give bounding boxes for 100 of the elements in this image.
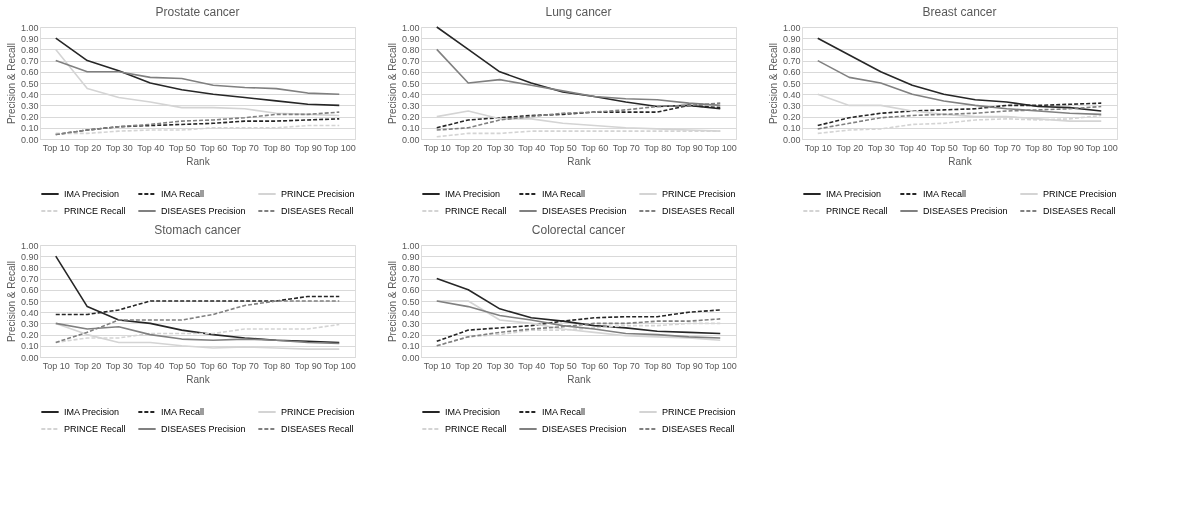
legend-label: DISEASES Precision [542, 424, 627, 434]
legend-label: PRINCE Precision [1043, 189, 1117, 199]
x-tick-label: Top 100 [1085, 142, 1118, 153]
x-tick-label: Top 70 [612, 142, 640, 153]
x-tick-label: Top 10 [804, 142, 832, 153]
chart-title: Prostate cancer [155, 5, 240, 19]
x-tick-label: Top 60 [200, 142, 228, 153]
legend-label: IMA Precision [445, 189, 501, 199]
legend-label: PRINCE Recall [64, 424, 126, 434]
y-tick-label: 1.00 [782, 22, 801, 33]
legend-label: PRINCE Precision [281, 189, 355, 199]
chart-title: Stomach cancer [154, 223, 241, 237]
y-tick-label: 0.70 [401, 274, 420, 285]
y-tick-label: 0.70 [20, 56, 39, 67]
legend-label: IMA Precision [826, 189, 882, 199]
y-tick-label: 0.30 [401, 318, 420, 329]
y-tick-label: 0.10 [20, 341, 39, 352]
y-tick-label: 0.70 [20, 274, 39, 285]
y-tick-label: 0.00 [401, 134, 420, 145]
x-tick-label: Top 90 [1056, 142, 1084, 153]
y-tick-label: 0.70 [401, 56, 420, 67]
x-tick-label: Top 30 [867, 142, 895, 153]
legend-label: IMA Recall [161, 407, 205, 417]
x-tick-label: Top 10 [42, 142, 70, 153]
y-tick-label: 0.80 [782, 44, 801, 55]
legend-label: IMA Precision [64, 407, 120, 417]
y-tick-label: 0.60 [20, 285, 39, 296]
x-tick-label: Top 40 [899, 142, 927, 153]
chart-title: Lung cancer [545, 5, 612, 19]
x-tick-label: Top 30 [486, 360, 514, 371]
x-tick-label: Top 20 [455, 360, 483, 371]
y-tick-label: 0.50 [20, 78, 39, 89]
legend-label: DISEASES Precision [161, 206, 246, 216]
y-tick-label: 0.00 [20, 134, 39, 145]
x-tick-label: Top 90 [675, 142, 703, 153]
y-tick-label: 0.20 [401, 112, 420, 123]
x-tick-label: Top 80 [644, 360, 672, 371]
y-tick-label: 0.10 [401, 341, 420, 352]
y-tick-label: 0.00 [401, 352, 420, 363]
x-tick-label: Top 10 [423, 142, 451, 153]
y-tick-label: 0.20 [401, 330, 420, 341]
x-tick-label: Top 50 [930, 142, 958, 153]
x-tick-label: Top 40 [137, 142, 165, 153]
x-tick-label: Top 20 [836, 142, 864, 153]
x-tick-label: Top 50 [549, 360, 577, 371]
legend-label: PRINCE Recall [826, 206, 888, 216]
x-tick-label: Top 90 [294, 360, 322, 371]
y-axis-title: Precision & Recall [386, 42, 398, 125]
x-tick-label: Top 80 [1025, 142, 1053, 153]
legend-label: DISEASES Recall [662, 206, 735, 216]
chart-title: Colorectal cancer [531, 223, 626, 237]
y-tick-label: 0.90 [401, 251, 420, 262]
y-tick-label: 1.00 [20, 240, 39, 251]
y-tick-label: 0.50 [401, 296, 420, 307]
x-axis-title: Rank [948, 155, 973, 167]
x-tick-label: Top 70 [993, 142, 1021, 153]
legend-label: PRINCE Precision [662, 189, 736, 199]
x-tick-label: Top 100 [704, 142, 737, 153]
y-tick-label: 0.40 [401, 89, 420, 100]
y-tick-label: 0.20 [20, 112, 39, 123]
legend-label: DISEASES Recall [281, 424, 354, 434]
y-tick-label: 0.50 [782, 78, 801, 89]
x-axis-title: Rank [186, 155, 211, 167]
legend-label: PRINCE Recall [445, 424, 507, 434]
y-tick-label: 0.60 [20, 67, 39, 78]
x-tick-label: Top 100 [323, 360, 356, 371]
y-tick-label: 0.70 [782, 56, 801, 67]
x-tick-label: Top 70 [612, 360, 640, 371]
legend-label: PRINCE Recall [445, 206, 507, 216]
x-tick-label: Top 30 [105, 142, 133, 153]
x-tick-label: Top 60 [581, 360, 609, 371]
y-tick-label: 0.00 [782, 134, 801, 145]
x-axis-title: Rank [567, 373, 592, 385]
y-tick-label: 0.00 [20, 352, 39, 363]
legend-label: DISEASES Recall [1043, 206, 1116, 216]
y-tick-label: 0.90 [401, 33, 420, 44]
x-tick-label: Top 90 [294, 142, 322, 153]
x-axis-title: Rank [567, 155, 592, 167]
x-tick-label: Top 60 [962, 142, 990, 153]
x-tick-label: Top 20 [455, 142, 483, 153]
legend-label: IMA Recall [161, 189, 205, 199]
y-tick-label: 0.30 [401, 100, 420, 111]
x-tick-label: Top 70 [231, 142, 259, 153]
y-axis-title: Precision & Recall [5, 260, 17, 343]
x-tick-label: Top 60 [581, 142, 609, 153]
y-tick-label: 0.10 [20, 123, 39, 134]
y-tick-label: 0.20 [20, 330, 39, 341]
y-tick-label: 0.30 [20, 100, 39, 111]
y-axis-title: Precision & Recall [5, 42, 17, 125]
y-tick-label: 0.60 [401, 285, 420, 296]
x-tick-label: Top 100 [323, 142, 356, 153]
legend-label: DISEASES Recall [662, 424, 735, 434]
y-tick-label: 0.40 [782, 89, 801, 100]
y-tick-label: 0.80 [20, 262, 39, 273]
y-axis-title: Precision & Recall [386, 260, 398, 343]
x-tick-label: Top 40 [518, 360, 546, 371]
x-tick-label: Top 20 [74, 360, 102, 371]
x-tick-label: Top 70 [231, 360, 259, 371]
legend-label: PRINCE Recall [64, 206, 126, 216]
y-tick-label: 0.30 [20, 318, 39, 329]
